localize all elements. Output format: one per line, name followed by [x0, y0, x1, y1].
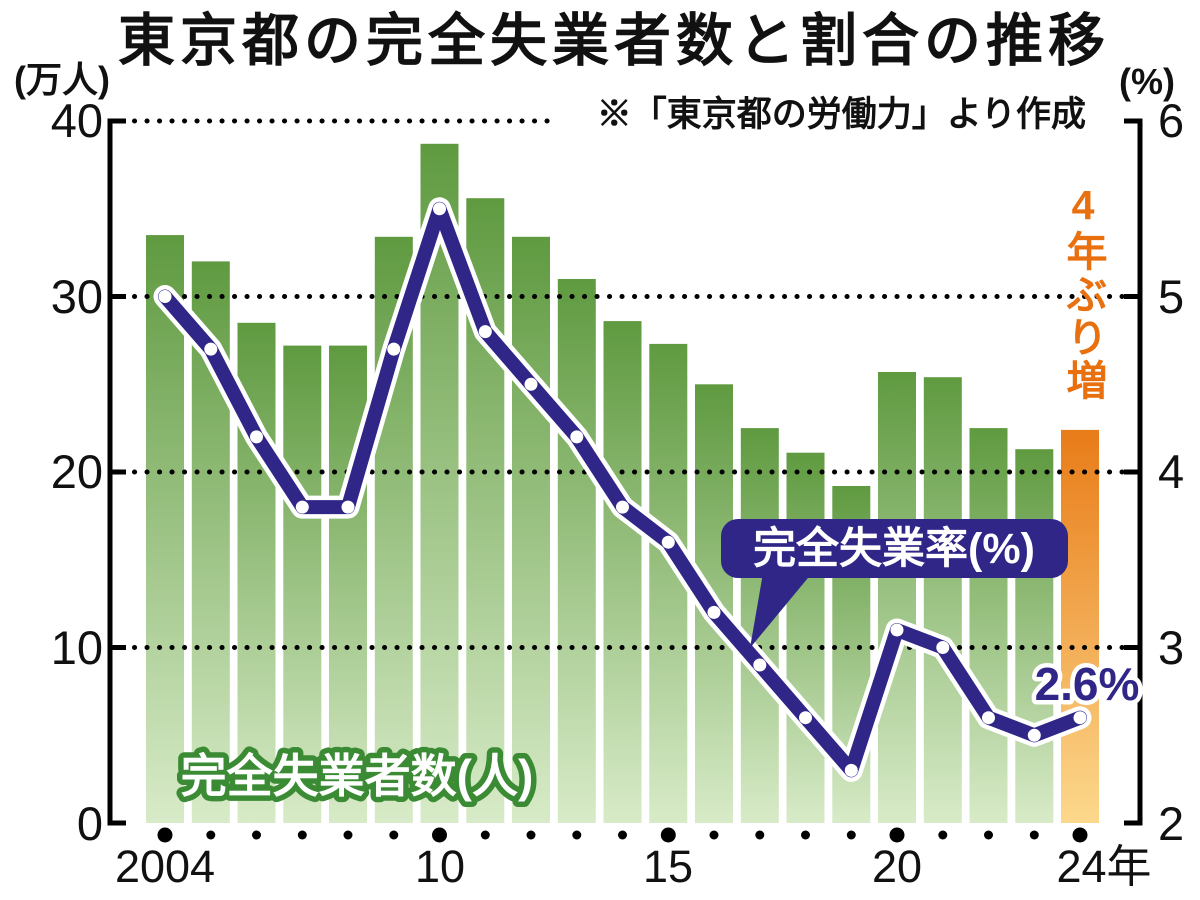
unemployed-bar-2015: [649, 343, 688, 823]
rate-point-2004: [158, 290, 172, 303]
year-tick-dot-2021: [938, 830, 948, 840]
left-axis-unit: (万人): [14, 59, 110, 100]
rate-point-2014: [616, 500, 629, 514]
rate-series-callout: 完全失業率(%): [721, 519, 1068, 648]
year-tick-dots: [157, 827, 1088, 843]
left-tick-30: 30: [51, 270, 103, 323]
unemployed-bar-2023: [1015, 449, 1054, 823]
axes: [107, 118, 1143, 826]
rate-series-label: 完全失業率(%): [753, 524, 1035, 573]
unemployed-bar-2021: [923, 377, 962, 823]
left-tick-10: 10: [51, 621, 103, 674]
x-label-2024: 24年: [1056, 841, 1151, 892]
unemployed-bar-2013: [557, 279, 596, 823]
right-axis-unit: (%): [1119, 61, 1175, 102]
source-note: ※「東京都の労働力」より作成: [597, 94, 1086, 134]
right-tick-6: 6: [1158, 94, 1184, 147]
x-label-2010: 10: [415, 841, 465, 892]
year-tick-dot-2007: [297, 830, 307, 840]
year-tick-dot-2020: [889, 827, 905, 843]
year-tick-dot-2024: [1072, 827, 1088, 843]
left-axis: [107, 118, 126, 826]
rate-point-2023: [1027, 728, 1041, 742]
rate-point-2006: [250, 430, 263, 444]
rate-point-2010: [433, 202, 446, 216]
year-tick-dot-2019: [846, 830, 856, 840]
callout-tail: [750, 573, 812, 648]
rate-point-2013: [570, 430, 584, 444]
rate-point-2017: [753, 658, 767, 672]
right-tick-5: 5: [1158, 270, 1184, 323]
rate-point-2018: [799, 711, 812, 725]
rate-point-2022: [982, 711, 995, 725]
right-axis: [1124, 118, 1143, 826]
year-tick-dot-2023: [1029, 830, 1039, 840]
year-tick-dot-2005: [206, 830, 216, 840]
highlight-note: 4年ぶり増: [1060, 182, 1106, 402]
year-tick-dot-2022: [984, 830, 993, 840]
rate-point-2021: [936, 641, 950, 654]
unemployed-bar-2012: [512, 236, 550, 824]
last-rate-value: 2.6%: [1035, 658, 1140, 710]
x-label-2020: 20: [872, 841, 922, 892]
year-tick-dot-2009: [389, 830, 399, 840]
left-tick-20: 20: [51, 445, 103, 498]
rate-point-2020: [890, 623, 904, 637]
rate-point-2012: [524, 377, 538, 391]
year-tick-dot-2013: [572, 830, 582, 840]
year-tick-dot-2017: [755, 830, 765, 840]
unemployed-bar-2007: [283, 345, 322, 823]
year-tick-dot-2015: [660, 827, 676, 843]
rate-point-2024: [1073, 711, 1087, 725]
bar-series-label: 完全失業者数(人): [181, 750, 534, 802]
rate-point-2007: [295, 500, 309, 514]
year-tick-dot-2008: [343, 830, 353, 840]
callout-bubble: [721, 519, 1068, 578]
rate-point-2008: [341, 500, 355, 514]
year-tick-dot-2010: [432, 827, 447, 843]
x-label-2004: 2004: [115, 841, 215, 892]
unemployed-bar-2004: [146, 235, 184, 824]
rate-point-2015: [661, 535, 675, 549]
year-tick-dot-2016: [709, 830, 719, 840]
x-label-2015: 15: [643, 841, 693, 892]
year-tick-dot-2011: [480, 830, 490, 840]
rate-point-2019: [844, 763, 858, 777]
page-title: 東京都の完全失業者数と割合の推移: [118, 9, 1110, 73]
year-tick-dot-2012: [526, 830, 536, 840]
year-tick-dot-2006: [252, 830, 261, 840]
rate-point-2005: [204, 342, 218, 356]
right-tick-2: 2: [1158, 797, 1184, 850]
left-tick-0: 0: [77, 797, 103, 850]
year-tick-dot-2004: [157, 827, 173, 843]
rate-point-2016: [707, 605, 721, 619]
year-tick-dot-2018: [801, 830, 810, 840]
unemployed-bar-2014: [603, 321, 642, 823]
unemployed-bar-2018: [786, 452, 825, 823]
unemployed-bar-2024: [1061, 429, 1099, 823]
year-tick-dot-2014: [618, 830, 627, 840]
unemployed-bar-2022: [969, 428, 1008, 823]
left-tick-40: 40: [51, 94, 103, 147]
unemployed-bar-2020: [878, 372, 916, 823]
gridlines: [119, 118, 1129, 650]
rate-line-series: [153, 197, 1092, 782]
rate-point-2011: [478, 325, 492, 339]
right-tick-4: 4: [1158, 445, 1184, 498]
rate-point-2009: [387, 342, 401, 356]
right-tick-3: 3: [1158, 621, 1184, 674]
